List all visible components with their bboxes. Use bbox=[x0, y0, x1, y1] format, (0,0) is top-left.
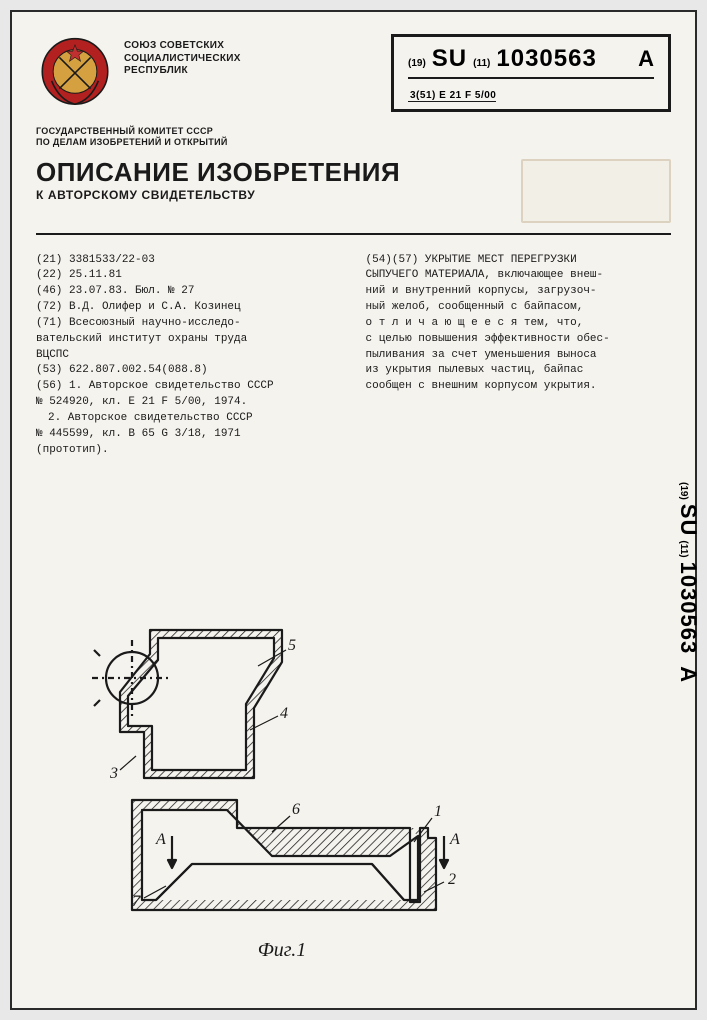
biblio-line: (прототип). bbox=[36, 443, 342, 458]
biblio-line: (71) Всесоюзный научно-исследо- bbox=[36, 316, 342, 331]
abstract-line: с целью повышения эффективности обес- bbox=[366, 332, 672, 347]
label-1: 1 bbox=[434, 803, 442, 820]
header-row: СОЮЗ СОВЕТСКИХ СОЦИАЛИСТИЧЕСКИХ РЕСПУБЛИ… bbox=[36, 34, 671, 112]
biblio-line: 2. Авторское свидетельство СССР bbox=[36, 411, 342, 426]
patent-page: СОЮЗ СОВЕТСКИХ СОЦИАЛИСТИЧЕСКИХ РЕСПУБЛИ… bbox=[10, 10, 697, 1010]
ipc-line: 3(51) E 21 F 5/00 bbox=[408, 85, 654, 103]
pub-number: 1030563 bbox=[496, 45, 596, 73]
biblio-line: (72) В.Д. Олифер и С.А. Козинец bbox=[36, 300, 342, 315]
title-block: ОПИСАНИЕ ИЗОБРЕТЕНИЯ К АВТОРСКОМУ СВИДЕТ… bbox=[36, 159, 501, 202]
biblio-line: (56) 1. Авторское свидетельство СССР bbox=[36, 379, 342, 394]
biblio-line: ВЦСПС bbox=[36, 348, 342, 363]
title-main: ОПИСАНИЕ ИЗОБРЕТЕНИЯ bbox=[36, 159, 501, 186]
side-kind: A bbox=[675, 666, 701, 683]
label-2: 2 bbox=[448, 871, 456, 888]
left-column: (21) 3381533/22-03 (22) 25.11.81 (46) 23… bbox=[36, 253, 342, 459]
side-number: 1030563 bbox=[675, 562, 701, 655]
abstract-line: (54)(57) УКРЫТИЕ МЕСТ ПЕРЕГРУЗКИ bbox=[366, 253, 672, 268]
biblio-line: (46) 23.07.83. Бюл. № 27 bbox=[36, 284, 342, 299]
title-sub: К АВТОРСКОМУ СВИДЕТЕЛЬСТВУ bbox=[36, 188, 501, 202]
biblio-line: (21) 3381533/22-03 bbox=[36, 253, 342, 268]
abstract-line: ный желоб, сообщенный с байпасом, bbox=[366, 300, 672, 315]
biblio-line: № 524920, кл. E 21 F 5/00, 1974. bbox=[36, 395, 342, 410]
title-row: ОПИСАНИЕ ИЗОБРЕТЕНИЯ К АВТОРСКОМУ СВИДЕТ… bbox=[36, 159, 671, 223]
prefix-11: (11) bbox=[473, 58, 490, 69]
side-prefix-19: (19) bbox=[678, 482, 689, 500]
figure-caption: Фиг.1 bbox=[258, 939, 307, 961]
right-column: (54)(57) УКРЫТИЕ МЕСТ ПЕРЕГРУЗКИ СЫПУЧЕГ… bbox=[366, 253, 672, 459]
country-code: SU bbox=[432, 45, 467, 73]
pubnum-line: (19) SU (11) 1030563 A bbox=[408, 45, 654, 79]
emblem-block: СОЮЗ СОВЕТСКИХ СОЦИАЛИСТИЧЕСКИХ РЕСПУБЛИ… bbox=[36, 34, 377, 112]
abstract-line: пыливания за счет уменьшения выноса bbox=[366, 348, 672, 363]
label-7: 7 bbox=[132, 893, 141, 910]
label-5: 5 bbox=[288, 637, 296, 654]
biblio-line: (22) 25.11.81 bbox=[36, 268, 342, 283]
figure-1: 5 4 3 6 1 2 7 A A Фиг.1 bbox=[72, 600, 472, 980]
kind-code: A bbox=[638, 46, 654, 72]
ipc-code: E 21 F 5/00 bbox=[439, 90, 496, 101]
stamp-placeholder bbox=[521, 159, 671, 223]
ussr-emblem-icon bbox=[36, 34, 114, 112]
label-A-left: A bbox=[155, 831, 166, 848]
ipc-prefix: 3(51) bbox=[410, 90, 436, 101]
abstract-line: о т л и ч а ю щ е е с я тем, что, bbox=[366, 316, 672, 331]
label-6: 6 bbox=[292, 801, 300, 818]
biblio-line: вательский институт охраны труда bbox=[36, 332, 342, 347]
prefix-19: (19) bbox=[408, 58, 426, 69]
label-A-right: A bbox=[449, 831, 460, 848]
label-3: 3 bbox=[109, 765, 118, 782]
org-name: СОЮЗ СОВЕТСКИХ СОЦИАЛИСТИЧЕСКИХ РЕСПУБЛИ… bbox=[124, 34, 241, 78]
label-4: 4 bbox=[280, 705, 288, 722]
abstract-line: сообщен с внешним корпусом укрытия. bbox=[366, 379, 672, 394]
abstract-line: ний и внутренний корпусы, загрузоч- bbox=[366, 284, 672, 299]
biblio-line: № 445599, кл. B 65 G 3/18, 1971 bbox=[36, 427, 342, 442]
biblio-line: (53) 622.807.002.54(088.8) bbox=[36, 363, 342, 378]
side-country: SU bbox=[675, 504, 701, 537]
side-prefix-11: (11) bbox=[678, 540, 689, 557]
divider bbox=[36, 233, 671, 235]
abstract-line: из укрытия пылевых частиц, байпас bbox=[366, 363, 672, 378]
committee-name: ГОСУДАРСТВЕННЫЙ КОМИТЕТ СССР ПО ДЕЛАМ ИЗ… bbox=[36, 126, 671, 149]
text-columns: (21) 3381533/22-03 (22) 25.11.81 (46) 23… bbox=[36, 253, 671, 459]
publication-number-box: (19) SU (11) 1030563 A 3(51) E 21 F 5/00 bbox=[391, 34, 671, 112]
abstract-line: СЫПУЧЕГО МАТЕРИАЛА, включающее внеш- bbox=[366, 268, 672, 283]
